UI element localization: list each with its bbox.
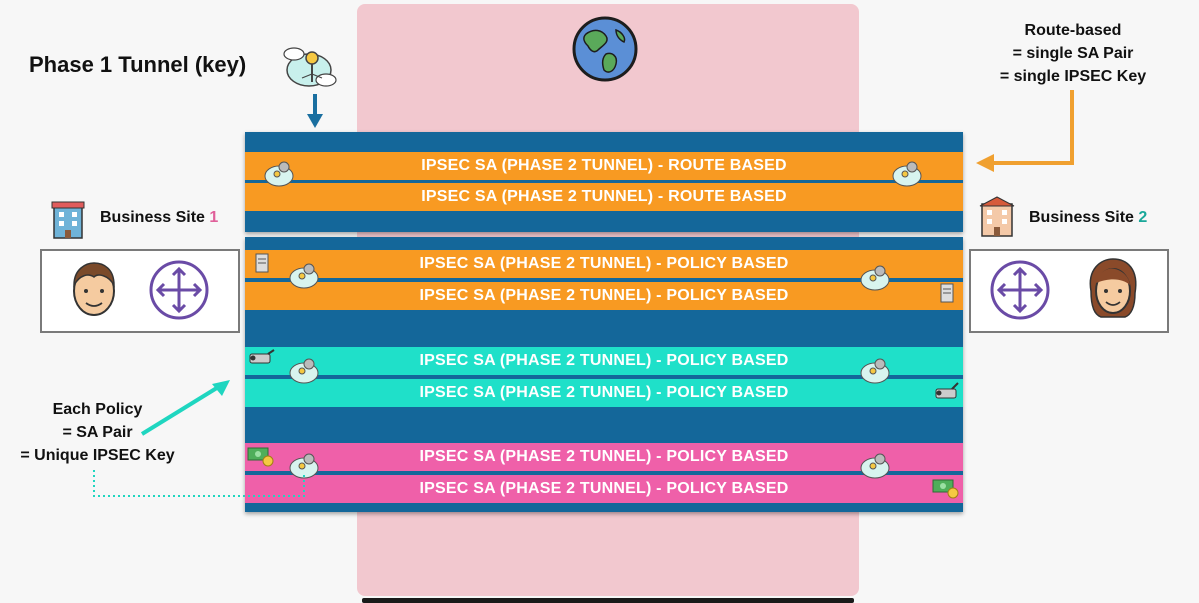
policy-note: Each Policy = SA Pair = Unique IPSEC Key xyxy=(10,398,185,467)
sa-row-policy-orange-2: IPSEC SA (PHASE 2 TUNNEL) - POLICY BASED xyxy=(245,282,963,310)
camera-icon xyxy=(249,349,275,364)
cloud-key-icon xyxy=(283,47,337,87)
globe-icon xyxy=(572,16,638,82)
server-icon xyxy=(255,253,269,273)
building-icon xyxy=(979,196,1015,237)
policy-note-line3: = Unique IPSEC Key xyxy=(20,447,175,464)
person-icon xyxy=(1089,258,1137,318)
phase1-arrow xyxy=(307,94,323,128)
site1-box xyxy=(40,249,240,333)
site2-number: 2 xyxy=(1138,209,1148,226)
policy-note-line2: = SA Pair xyxy=(62,424,133,441)
site1-number: 1 xyxy=(209,209,219,226)
sa-key-icon xyxy=(860,265,890,291)
site1-title: Business Site 1 xyxy=(100,209,218,227)
route-note-arrow xyxy=(976,90,1074,172)
site2-title: Business Site 2 xyxy=(1029,209,1147,227)
phase1-title: Phase 1 Tunnel (key) xyxy=(29,52,247,77)
sa-row-policy-pink-1: IPSEC SA (PHASE 2 TUNNEL) - POLICY BASED xyxy=(245,443,963,471)
server-icon xyxy=(940,283,954,303)
sa-row-policy-teal-2: IPSEC SA (PHASE 2 TUNNEL) - POLICY BASED xyxy=(245,379,963,407)
sa-key-icon xyxy=(264,161,294,187)
sa-row-policy-orange-1: IPSEC SA (PHASE 2 TUNNEL) - POLICY BASED xyxy=(245,250,963,278)
phase1-tunnel-route xyxy=(245,132,963,232)
camera-icon xyxy=(935,382,959,399)
router-icon xyxy=(990,260,1050,320)
route-note-line1: Route-based xyxy=(1024,22,1122,39)
money-icon xyxy=(932,479,959,499)
sa-row-route-2: IPSEC SA (PHASE 2 TUNNEL) - ROUTE BASED xyxy=(245,183,963,211)
site2-label: Business Site xyxy=(1029,209,1139,226)
site2-box xyxy=(969,249,1169,333)
sa-key-icon xyxy=(860,453,890,479)
sa-row-policy-teal-1: IPSEC SA (PHASE 2 TUNNEL) - POLICY BASED xyxy=(245,347,963,375)
sa-key-icon xyxy=(289,453,319,479)
policy-note-arrow xyxy=(140,380,230,436)
router-icon xyxy=(149,260,209,320)
policy-note-line1: Each Policy xyxy=(52,401,143,418)
sa-key-icon xyxy=(289,263,319,289)
sa-key-icon xyxy=(289,358,319,384)
person-icon xyxy=(73,262,115,316)
sa-key-icon xyxy=(860,358,890,384)
sa-key-icon xyxy=(892,161,922,187)
money-icon xyxy=(247,447,274,467)
sa-row-policy-pink-2: IPSEC SA (PHASE 2 TUNNEL) - POLICY BASED xyxy=(245,475,963,503)
route-based-note: Route-based = single SA Pair = single IP… xyxy=(988,19,1158,88)
route-note-line2: = single SA Pair xyxy=(1012,45,1134,62)
sa-row-route-1: IPSEC SA (PHASE 2 TUNNEL) - ROUTE BASED xyxy=(245,152,963,180)
bottom-divider xyxy=(362,598,854,603)
building-icon xyxy=(51,201,85,239)
policy-note-dotted-line xyxy=(93,470,305,497)
route-note-line3: = single IPSEC Key xyxy=(999,68,1147,85)
site1-label: Business Site xyxy=(100,209,210,226)
